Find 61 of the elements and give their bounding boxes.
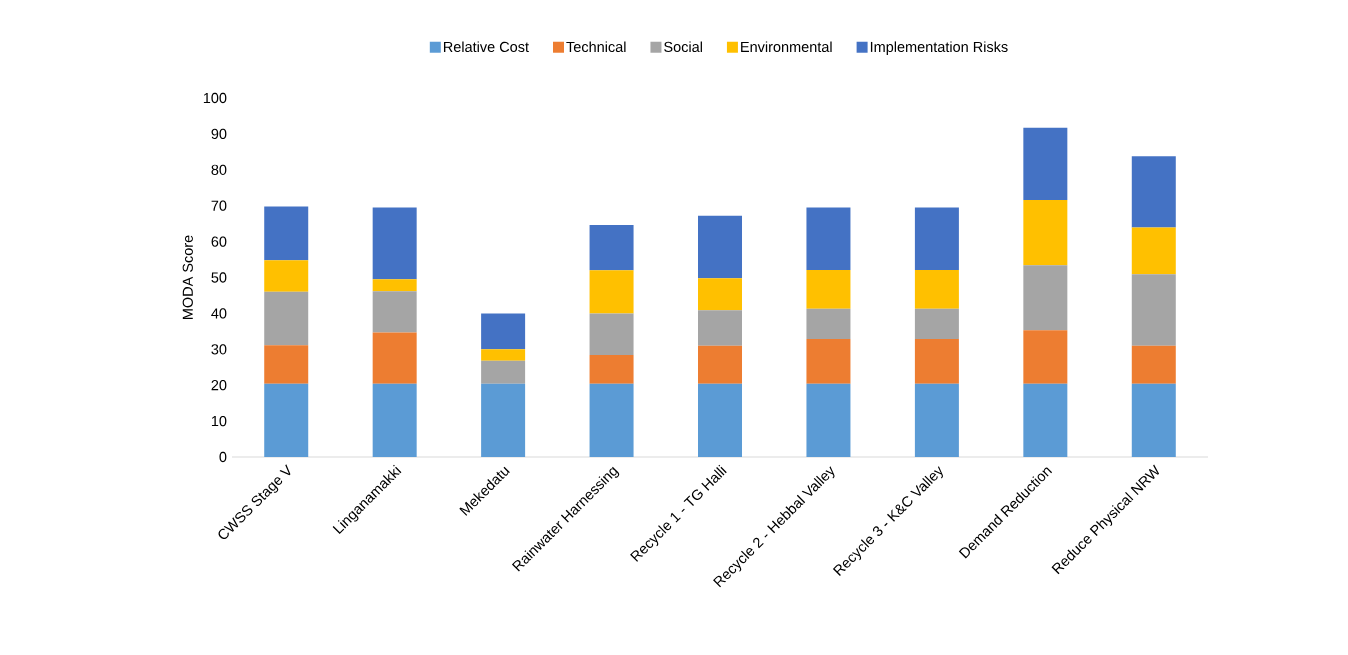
- bar: [914, 207, 959, 270]
- bar: [698, 278, 742, 311]
- bar: [1023, 383, 1068, 457]
- bar: [481, 383, 526, 457]
- bar: [264, 260, 309, 292]
- bar: [481, 349, 526, 361]
- bar: [1023, 127, 1068, 200]
- y-axis-title: MODA Score: [182, 235, 193, 320]
- bar: [589, 270, 634, 314]
- legend-label: Social: [664, 41, 702, 53]
- y-tick-label: 10: [211, 415, 227, 427]
- bar: [1131, 274, 1176, 346]
- bar: [1131, 156, 1176, 228]
- bar: [372, 291, 417, 333]
- y-tick-label: 30: [211, 344, 227, 355]
- bar: [589, 225, 634, 271]
- bar: [1131, 227, 1176, 275]
- legend-label: Environmental: [741, 41, 832, 53]
- legend-label: Implementation Risks: [870, 41, 1008, 55]
- y-tick-label: 0: [219, 451, 227, 463]
- bar: [698, 345, 742, 384]
- bar: [698, 383, 742, 457]
- bar: [914, 338, 959, 384]
- y-tick-label: 80: [211, 164, 227, 175]
- legend-label: Relative Cost: [443, 41, 529, 53]
- bar: [806, 207, 851, 270]
- bar: [1131, 383, 1176, 457]
- bar: [698, 310, 742, 346]
- y-tick-label: 100: [203, 92, 227, 104]
- y-tick-label: 60: [211, 236, 227, 247]
- bar: [914, 269, 959, 309]
- bar: [481, 313, 526, 350]
- bar: [914, 308, 959, 339]
- bar: [1023, 199, 1068, 266]
- bar: [914, 383, 959, 457]
- y-tick-label: 20: [211, 380, 227, 391]
- bar: [372, 383, 417, 457]
- bar: [1023, 265, 1068, 331]
- bar: [589, 383, 634, 457]
- bar: [372, 279, 417, 292]
- y-tick-label: 90: [211, 128, 227, 140]
- legend-label: Technical: [566, 41, 626, 53]
- bar: [264, 291, 309, 346]
- bar: [1131, 345, 1176, 384]
- y-tick-label: 70: [211, 200, 227, 211]
- bar: [264, 206, 309, 261]
- bar: [589, 313, 634, 356]
- y-tick-label: 50: [211, 272, 227, 283]
- bar: [806, 269, 851, 309]
- bar: [806, 338, 851, 384]
- bar: [264, 383, 309, 457]
- bar: [1023, 330, 1068, 384]
- bar: [264, 345, 309, 384]
- y-tick-label: 40: [211, 308, 227, 319]
- bar: [372, 207, 417, 280]
- bar: [372, 332, 417, 384]
- bar: [806, 383, 851, 457]
- bar: [481, 360, 526, 384]
- bar: [806, 308, 851, 339]
- bar: [589, 355, 634, 384]
- bar: [698, 215, 742, 279]
